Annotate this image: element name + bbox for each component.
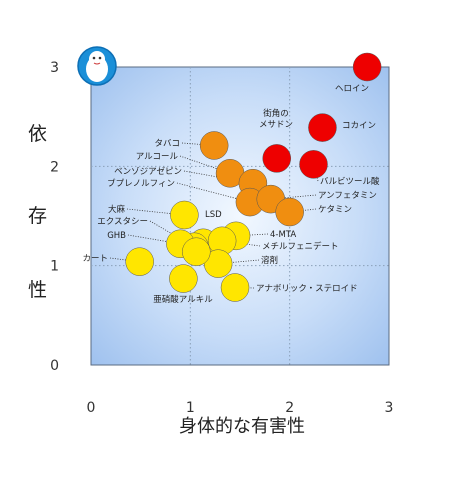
data-point (352, 52, 382, 82)
data-point (199, 131, 229, 160)
point-label: アルコール (136, 152, 179, 162)
y-axis-char-3: 性 (28, 279, 47, 301)
point-label: ブプレノルフィン (107, 178, 175, 189)
point-label: ベンゾジアゼピン (114, 166, 182, 177)
point-label: タバコ (154, 139, 180, 149)
point-label-line: エクスタシー (97, 217, 148, 227)
data-point (169, 264, 198, 293)
point-label-line: 大麻 (108, 204, 126, 215)
label-leader-line (181, 142, 215, 146)
point-label-line: 溶剤 (261, 255, 278, 266)
data-point (275, 197, 304, 227)
point-label-line: 街角の (263, 108, 289, 119)
data-point (308, 113, 337, 142)
x-tick-label: 3 (385, 400, 394, 416)
point-label-line: メサドン (259, 120, 293, 130)
label-leader-line (218, 259, 260, 265)
y-tick-label: 0 (50, 358, 59, 374)
point-label-line: LSD (205, 210, 222, 220)
x-tick-label: 1 (186, 400, 195, 416)
point-label-line: ベンゾジアゼピン (114, 166, 182, 177)
point-label: バルビツール酸 (320, 176, 380, 187)
point-label-line: コカイン (342, 121, 376, 131)
point-label-line: GHB (107, 231, 126, 241)
point-label-line: アンフェタミン (318, 191, 377, 201)
data-point (170, 200, 199, 230)
point-label: エクスタシー (97, 217, 148, 227)
point-label: 亜硝酸アルキル (153, 294, 213, 305)
tick-labels: 0 1 2 3 0 1 2 3 (50, 60, 393, 416)
y-tick-label: 3 (50, 60, 59, 76)
point-label: ケタミン (318, 205, 352, 215)
data-point (125, 247, 154, 276)
point-label-line: アルコール (136, 152, 179, 162)
point-label: コカイン (342, 121, 376, 131)
label-leader-line (236, 233, 269, 237)
point-label: アンフェタミン (318, 191, 377, 201)
point-label: 街角のメサドン (259, 108, 293, 130)
point-label: 大麻 (108, 204, 126, 215)
y-tick-label: 1 (50, 259, 59, 275)
point-label-line: カート (82, 254, 108, 264)
data-point (262, 144, 292, 173)
y-axis-char-1: 依 (28, 123, 47, 145)
point-label: メチルフェニデート (262, 241, 339, 252)
point-label: GHB (107, 231, 126, 241)
x-tick-label: 0 (87, 400, 96, 416)
point-label: 4-MTA (270, 230, 296, 240)
plot-area (90, 66, 390, 366)
point-label: 溶剤 (261, 255, 278, 266)
point-label-line: バルビツール酸 (320, 176, 380, 187)
point-label-line: ケタミン (318, 205, 352, 215)
data-point (299, 150, 328, 179)
mascot-logo (77, 46, 117, 86)
label-leader-line (313, 164, 319, 182)
x-tick-label: 2 (285, 400, 294, 416)
y-tick-label: 2 (50, 159, 59, 175)
point-label-line: アナボリック・ステロイド (256, 284, 358, 294)
data-point (203, 249, 233, 278)
point-label-line: メチルフェニデート (262, 241, 339, 252)
data-points (125, 52, 382, 302)
y-axis-title: 依 存 性 (28, 123, 47, 301)
x-axis-title: 身体的な有害性 (179, 416, 305, 437)
point-label: LSD (205, 210, 222, 220)
y-axis-char-2: 存 (28, 205, 47, 227)
point-label-line: 亜硝酸アルキル (153, 294, 213, 305)
point-label-line: タバコ (154, 139, 180, 149)
point-label: カート (82, 254, 108, 264)
point-label: ヘロイン (335, 84, 369, 94)
point-label-line: 4-MTA (270, 230, 296, 240)
point-label-line: ヘロイン (335, 84, 369, 94)
data-point (182, 237, 211, 267)
data-point (220, 273, 250, 302)
point-label: アナボリック・ステロイド (256, 284, 358, 294)
point-label-line: ブプレノルフィン (107, 178, 175, 189)
